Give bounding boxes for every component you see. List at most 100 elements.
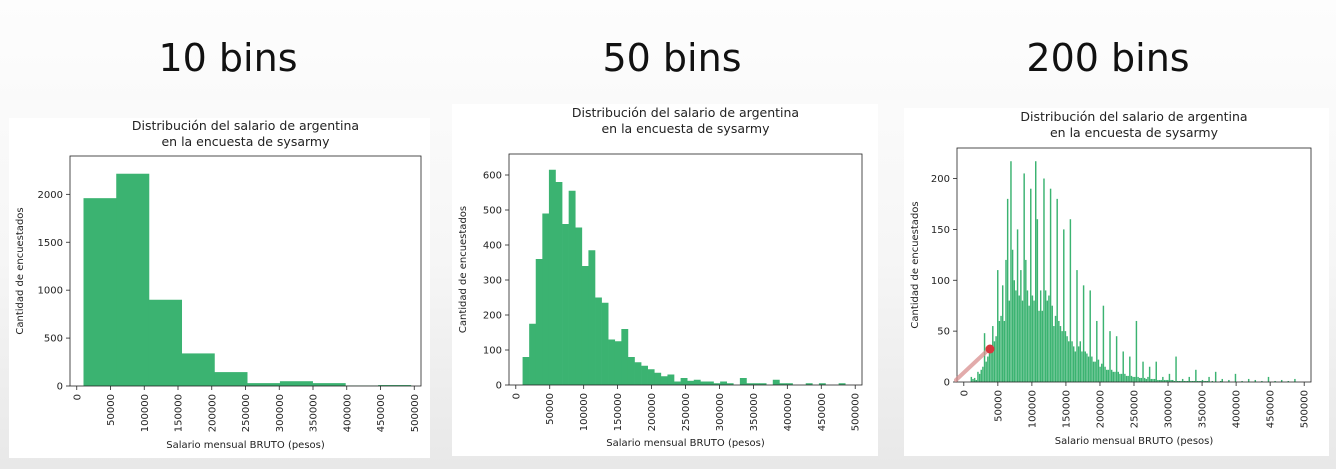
histogram-bar xyxy=(1005,259,1007,382)
histogram-bar xyxy=(1134,376,1136,382)
y-tick-label: 400 xyxy=(483,241,502,252)
histogram-bar xyxy=(214,372,248,386)
histogram-bar xyxy=(1145,378,1148,382)
histogram-bar xyxy=(1056,198,1058,382)
histogram-bar xyxy=(1018,295,1020,382)
y-tick-label: 300 xyxy=(483,276,502,287)
x-tick-label: 100000 xyxy=(579,393,590,431)
histogram-bar xyxy=(1048,295,1050,382)
histogram-bar xyxy=(1094,361,1096,382)
histogram-bar xyxy=(980,369,982,382)
x-tick-label: 0 xyxy=(72,394,83,400)
histogram-bar xyxy=(1081,351,1083,382)
histogram-bar xyxy=(634,362,642,385)
histogram-bar xyxy=(1031,295,1034,382)
histogram-bar xyxy=(1010,161,1012,382)
histogram-bar xyxy=(1170,379,1172,382)
histogram-bar xyxy=(1086,353,1088,382)
histogram-bar xyxy=(1267,376,1270,382)
x-tick-label: 350000 xyxy=(749,393,760,431)
histogram-200-bins: Distribución del salario de argentinaen … xyxy=(910,109,1312,447)
histogram-bar xyxy=(1234,373,1237,382)
histogram-bar xyxy=(785,383,793,385)
histogram-bar xyxy=(568,190,576,385)
histogram-bar xyxy=(997,270,999,382)
x-tick-label: 250000 xyxy=(681,393,692,431)
histogram-bar xyxy=(1044,290,1047,382)
histogram-bar xyxy=(1125,375,1128,382)
histogram-bar xyxy=(1011,249,1014,382)
histogram-bar xyxy=(1036,219,1039,382)
histogram-bar xyxy=(1180,380,1182,382)
histogram-bar xyxy=(1200,380,1202,382)
histogram-bar xyxy=(1172,379,1174,382)
histogram-bar xyxy=(1043,178,1045,382)
histogram-bar xyxy=(1165,379,1167,382)
histogram-bar xyxy=(1072,346,1075,382)
heading-50-bins: 50 bins xyxy=(602,36,742,80)
x-tick-label: 350000 xyxy=(309,394,320,432)
histogram-bar xyxy=(1132,376,1134,382)
y-tick-label: 500 xyxy=(483,206,502,217)
histogram-bar xyxy=(983,333,986,382)
histogram-bar xyxy=(1020,270,1022,382)
histogram-bar xyxy=(1001,285,1004,382)
histogram-bar xyxy=(995,336,997,382)
histogram-bar xyxy=(693,379,701,385)
y-tick-label: 150 xyxy=(931,225,950,236)
y-axis-label: Cantidad de encuestados xyxy=(910,201,921,328)
histogram-bar xyxy=(972,378,974,382)
x-tick-label: 300000 xyxy=(715,393,726,431)
x-tick-label: 150000 xyxy=(613,393,624,431)
histogram-bar xyxy=(680,378,688,385)
histogram-bar xyxy=(1294,378,1296,382)
histogram-bar xyxy=(987,356,989,382)
y-tick-label: 50 xyxy=(937,327,950,338)
histogram-bar xyxy=(1107,369,1110,382)
x-tick-label: 450000 xyxy=(376,394,387,432)
histogram-bar xyxy=(753,383,760,385)
x-tick-label: 0 xyxy=(511,393,522,399)
histogram-bar xyxy=(1160,379,1162,382)
histogram-bar xyxy=(746,383,754,385)
histogram-bar xyxy=(1039,290,1042,382)
chart-title-line-1: Distribución del salario de argentina xyxy=(132,118,359,133)
histogram-bar xyxy=(1181,378,1184,382)
histogram-bar xyxy=(1061,331,1063,382)
histogram-bar xyxy=(312,383,346,386)
histogram-bar xyxy=(1000,315,1002,382)
histogram-bar xyxy=(1152,378,1154,382)
histogram-bar xyxy=(1084,351,1086,382)
histogram-bar xyxy=(1026,290,1029,382)
histogram-bar xyxy=(1114,371,1116,382)
histogram-bar xyxy=(1195,369,1197,382)
y-tick-label: 0 xyxy=(944,378,950,389)
x-tick-label: 50000 xyxy=(993,390,1004,422)
x-tick-label: 250000 xyxy=(241,394,252,432)
histogram-bar xyxy=(1046,300,1049,382)
chart-panel-10-bins: Distribución del salario de argentina en … xyxy=(9,118,430,458)
histogram-bar xyxy=(1185,380,1187,382)
x-tick-label: 50000 xyxy=(545,393,556,425)
heading-10-bins: 10 bins xyxy=(158,36,298,80)
histogram-bar xyxy=(998,320,1001,382)
y-tick-label: 1500 xyxy=(38,238,63,249)
histogram-bar xyxy=(1079,341,1082,382)
histogram-bar xyxy=(992,326,994,382)
histogram-bar xyxy=(562,224,569,385)
histogram-bar xyxy=(1041,310,1044,382)
x-tick-label: 500000 xyxy=(851,393,862,431)
histogram-bar xyxy=(1214,371,1217,382)
histogram-bar xyxy=(990,346,992,382)
histogram-bar xyxy=(1097,359,1100,382)
histogram-bar xyxy=(1006,198,1009,382)
histogram-bar xyxy=(759,383,767,385)
histogram-bar xyxy=(1153,378,1156,382)
histogram-bar xyxy=(378,385,412,386)
x-axis-label: Salario mensual BRUTO (pesos) xyxy=(606,438,765,449)
x-tick-label: 450000 xyxy=(1266,390,1277,428)
x-tick-label: 200000 xyxy=(207,394,218,432)
histogram-bar xyxy=(818,383,826,385)
histogram-bar xyxy=(1196,380,1199,382)
histogram-bar xyxy=(988,351,991,382)
